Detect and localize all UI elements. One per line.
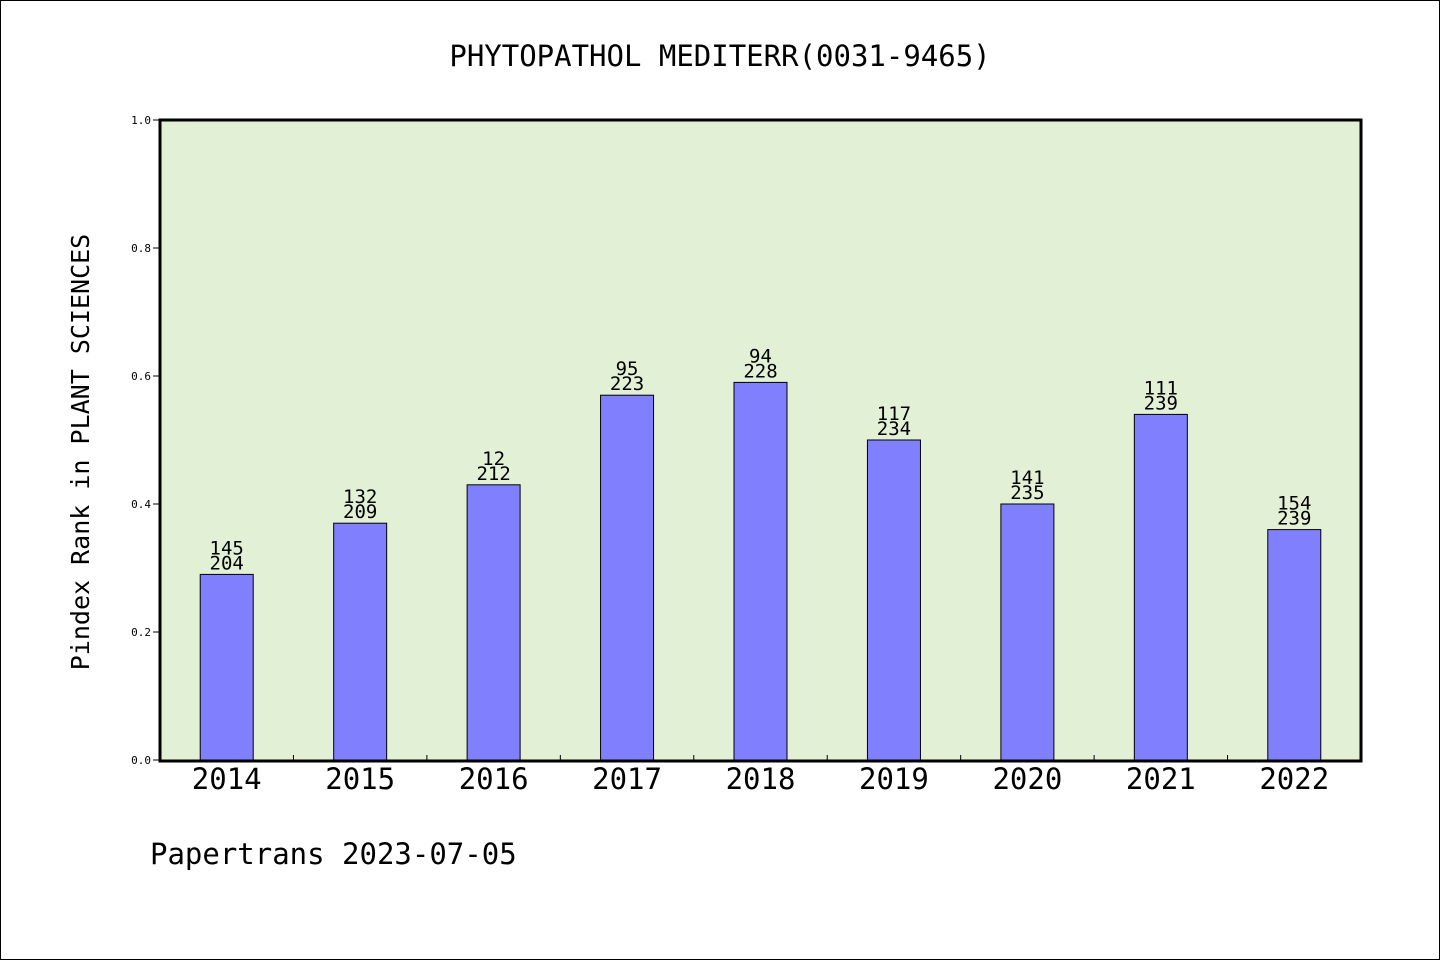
bar-total-label: 235 [1010, 482, 1044, 504]
bar [1267, 529, 1322, 761]
bar-rank-label: 145 [210, 537, 244, 559]
bar-total-label: 212 [476, 463, 510, 485]
bar-rank-label: 94 [749, 345, 772, 367]
bar-total-label: 239 [1277, 508, 1311, 530]
x-tick-label: 2022 [1259, 762, 1329, 796]
y-tick-label: 0.0 [131, 754, 151, 767]
x-tick-label: 2016 [459, 762, 529, 796]
bar [466, 484, 521, 761]
y-axis: 0.0 0.2 0.4 0.6 0.8 1.0 [131, 114, 160, 767]
bar-rank-label: 12 [482, 448, 505, 470]
footer-text: Papertrans 2023-07-05 [150, 837, 517, 871]
bar-rank-label: 117 [877, 403, 911, 425]
x-tick-label: 2014 [192, 762, 262, 796]
bar [1133, 413, 1188, 761]
bar [333, 522, 388, 761]
bar-total-label: 234 [877, 418, 911, 440]
bar-total-label: 204 [210, 552, 244, 574]
y-tick-label: 0.4 [131, 498, 151, 511]
x-tick-label: 2018 [726, 762, 796, 796]
bar-total-label: 228 [743, 360, 777, 382]
bar-rank-label: 111 [1144, 377, 1178, 399]
bar [199, 573, 254, 761]
bar-rank-label: 95 [616, 358, 639, 380]
x-tick-label: 2017 [592, 762, 662, 796]
x-axis: 2014 2015 2016 2017 2018 2019 2020 2021 2022 [192, 755, 1329, 796]
y-tick-label: 0.6 [131, 370, 151, 383]
bar [733, 381, 788, 761]
chart-title: PHYTOPATHOL MEDITERR(0031-9465) [449, 39, 990, 73]
x-tick-label: 2019 [859, 762, 929, 796]
bar-rank-label: 132 [343, 486, 377, 508]
bar-rank-label: 141 [1010, 467, 1044, 489]
y-tick-label: 0.8 [131, 242, 151, 255]
y-axis-label: Pindex Rank in PLANT SCIENCES [66, 234, 95, 671]
y-tick-label: 1.0 [131, 114, 151, 127]
bar [866, 439, 921, 761]
bar-total-label: 209 [343, 501, 377, 523]
x-tick-label: 2020 [992, 762, 1062, 796]
bar-total-label: 223 [610, 373, 644, 395]
bar-total-label: 239 [1144, 392, 1178, 414]
x-tick-label: 2015 [325, 762, 395, 796]
bar-rank-label: 154 [1277, 493, 1311, 515]
bar [600, 394, 655, 761]
bar [1000, 503, 1055, 761]
y-tick-label: 0.2 [131, 626, 151, 639]
x-tick-label: 2021 [1126, 762, 1196, 796]
